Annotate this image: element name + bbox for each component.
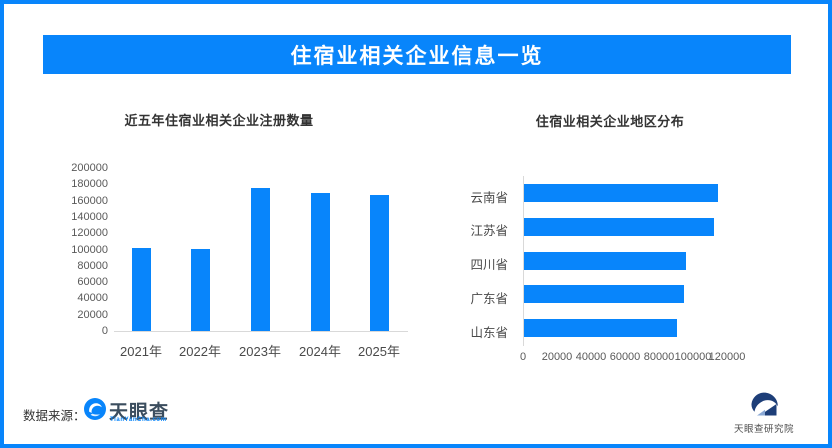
x-tick-label: 40000 bbox=[575, 351, 607, 363]
page-title-banner: 住宿业相关企业信息一览 bbox=[43, 35, 791, 74]
bar bbox=[190, 249, 210, 331]
x-category-label: 2023年 bbox=[239, 344, 281, 359]
y-tick-label: 100000 bbox=[71, 243, 108, 256]
y-category-label: 江苏省 bbox=[470, 224, 508, 239]
bar bbox=[131, 248, 151, 331]
page-title: 住宿业相关企业信息一览 bbox=[290, 44, 544, 68]
institute-name: 天眼查研究院 bbox=[733, 424, 794, 435]
y-axis-line bbox=[523, 176, 524, 346]
y-tick-label: 160000 bbox=[71, 194, 108, 207]
x-tick-label: 0 bbox=[519, 351, 527, 363]
x-tick-label: 80000 bbox=[643, 351, 675, 363]
tianyancha-logo-text: 天眼查 bbox=[109, 402, 170, 423]
y-category-label: 云南省 bbox=[470, 190, 508, 205]
bar bbox=[524, 251, 686, 270]
y-tick-label: 180000 bbox=[71, 178, 108, 191]
bar bbox=[369, 195, 389, 331]
x-tick-label: 120000 bbox=[708, 351, 746, 363]
regions-chart-title: 住宿业相关企业地区分布 bbox=[535, 114, 685, 129]
y-tick-label: 140000 bbox=[71, 210, 108, 223]
bar bbox=[250, 188, 270, 331]
y-tick-label: 20000 bbox=[77, 308, 108, 321]
data-source-label: 数据来源： bbox=[23, 409, 86, 423]
x-category-label: 2022年 bbox=[179, 344, 221, 359]
bar bbox=[524, 319, 677, 338]
registrations-chart-title: 近五年住宿业相关企业注册数量 bbox=[124, 113, 314, 128]
y-category-label: 山东省 bbox=[470, 325, 508, 340]
bar bbox=[524, 217, 714, 236]
x-tick-label: 20000 bbox=[541, 351, 573, 363]
y-category-label: 广东省 bbox=[470, 291, 508, 306]
y-tick-label: 60000 bbox=[77, 276, 108, 289]
y-tick-label: 80000 bbox=[77, 259, 108, 272]
x-tick-label: 60000 bbox=[609, 351, 641, 363]
bar bbox=[524, 184, 718, 202]
y-category-label: 四川省 bbox=[470, 258, 508, 273]
bar bbox=[310, 193, 330, 331]
bar bbox=[524, 285, 684, 304]
x-category-label: 2021年 bbox=[120, 344, 162, 359]
y-tick-label: 40000 bbox=[77, 292, 108, 305]
x-axis-line bbox=[114, 331, 408, 332]
tianyancha-logo-domain: TianYanCha.com bbox=[110, 417, 167, 423]
x-category-label: 2024年 bbox=[299, 344, 341, 359]
x-category-label: 2025年 bbox=[358, 344, 400, 359]
tianyancha-swirl-icon bbox=[84, 398, 106, 425]
y-tick-label: 120000 bbox=[71, 227, 108, 240]
x-tick-label: 100000 bbox=[674, 351, 712, 363]
y-tick-label: 200000 bbox=[71, 162, 108, 174]
y-tick-label: 0 bbox=[101, 325, 108, 337]
institute-wave-mountain-icon bbox=[748, 388, 780, 426]
